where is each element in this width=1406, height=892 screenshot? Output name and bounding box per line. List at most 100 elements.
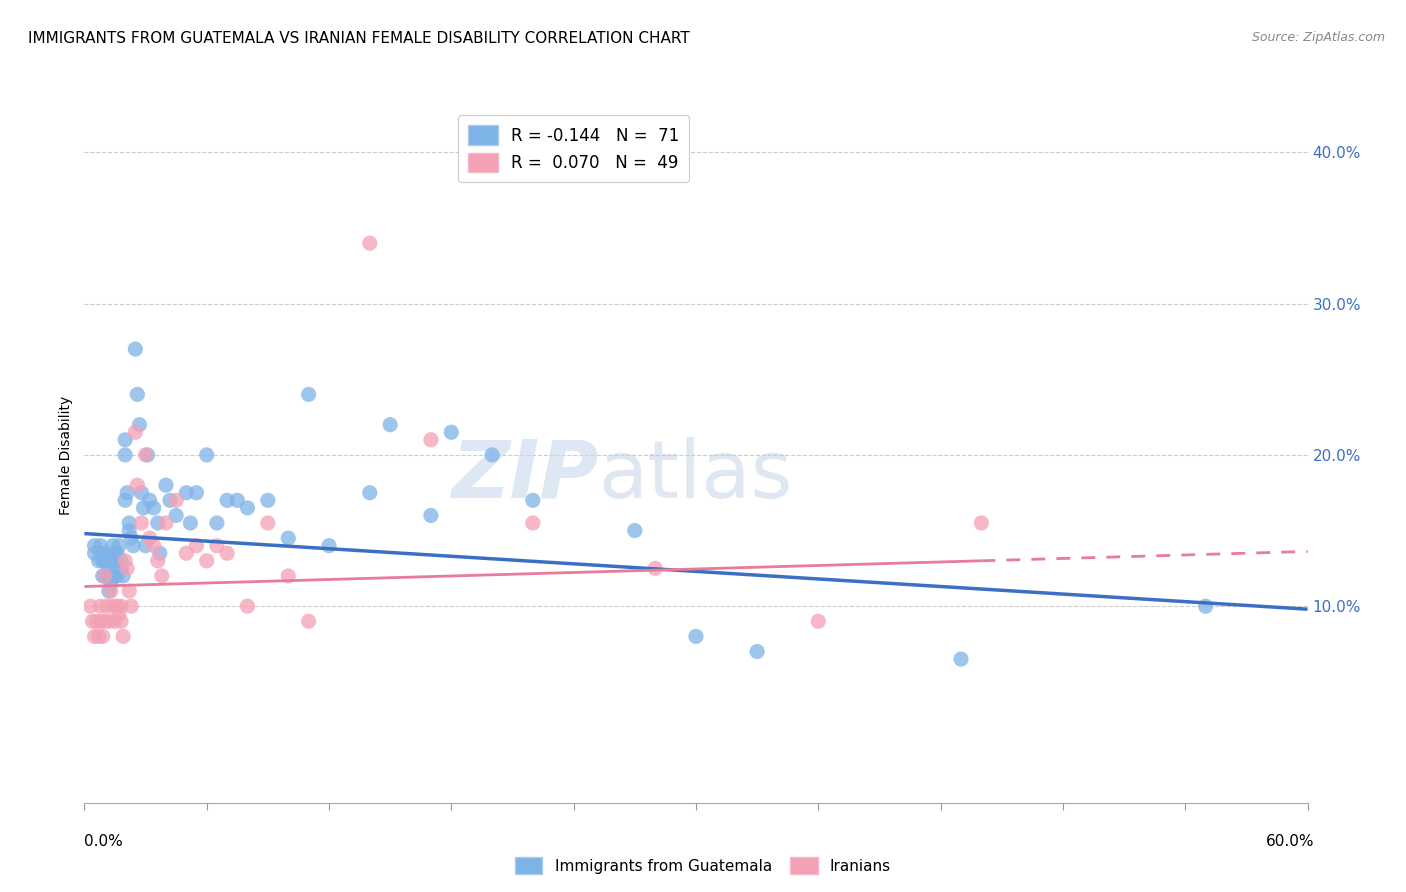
Point: [90, 546, 112, 560]
Point: [155, 478, 177, 492]
Point: [277, 531, 299, 545]
Point: [135, 448, 157, 462]
Point: [205, 516, 228, 530]
Point: [685, 629, 707, 643]
Point: [114, 448, 136, 462]
Point: [257, 493, 280, 508]
Point: [298, 387, 321, 401]
Point: [104, 546, 127, 560]
Point: [236, 500, 259, 515]
Point: [104, 554, 127, 568]
Text: IMMIGRANTS FROM GUATEMALA VS IRANIAN FEMALE DISABILITY CORRELATION CHART: IMMIGRANTS FROM GUATEMALA VS IRANIAN FEM…: [28, 31, 690, 46]
Point: [138, 531, 160, 545]
Point: [118, 516, 141, 530]
Point: [93, 615, 117, 629]
Point: [115, 561, 138, 575]
Point: [91, 629, 114, 643]
Point: [104, 615, 127, 629]
Point: [110, 554, 132, 568]
Point: [186, 539, 208, 553]
Point: [257, 516, 280, 530]
Point: [79, 599, 101, 614]
Point: [165, 508, 187, 523]
Point: [87, 554, 110, 568]
Point: [195, 448, 218, 462]
Point: [83, 539, 105, 553]
Point: [91, 569, 114, 583]
Point: [100, 576, 122, 591]
Point: [277, 569, 299, 583]
Point: [91, 554, 114, 568]
Point: [82, 615, 104, 629]
Point: [146, 554, 169, 568]
Point: [83, 546, 105, 560]
Point: [124, 425, 146, 440]
Point: [159, 493, 181, 508]
Point: [97, 584, 120, 599]
Point: [807, 615, 830, 629]
Point: [128, 417, 150, 432]
Point: [747, 644, 769, 658]
Point: [93, 554, 117, 568]
Point: [359, 236, 381, 251]
Point: [380, 417, 402, 432]
Point: [105, 569, 128, 583]
Point: [108, 607, 131, 621]
Point: [101, 599, 124, 614]
Point: [105, 546, 128, 560]
Text: ZIP: ZIP: [451, 437, 598, 515]
Point: [205, 539, 228, 553]
Point: [87, 629, 110, 643]
Point: [101, 569, 124, 583]
Point: [100, 584, 122, 599]
Point: [359, 485, 381, 500]
Point: [108, 539, 131, 553]
Point: [217, 493, 239, 508]
Point: [110, 615, 132, 629]
Point: [112, 569, 135, 583]
Point: [127, 478, 149, 492]
Point: [150, 569, 173, 583]
Point: [131, 485, 153, 500]
Point: [90, 599, 112, 614]
Point: [186, 485, 208, 500]
Point: [481, 448, 503, 462]
Point: [522, 493, 544, 508]
Point: [114, 554, 136, 568]
Point: [118, 584, 141, 599]
Point: [1195, 599, 1218, 614]
Point: [155, 516, 177, 530]
Point: [114, 433, 136, 447]
Point: [83, 629, 105, 643]
Point: [100, 554, 122, 568]
Point: [165, 493, 187, 508]
Point: [146, 516, 169, 530]
Point: [142, 500, 165, 515]
Point: [236, 599, 259, 614]
Point: [90, 539, 112, 553]
Point: [136, 448, 159, 462]
Point: [118, 524, 141, 538]
Point: [420, 508, 443, 523]
Point: [318, 539, 340, 553]
Point: [644, 561, 666, 575]
Point: [101, 539, 124, 553]
Point: [127, 387, 149, 401]
Point: [120, 599, 142, 614]
Point: [176, 485, 198, 500]
Point: [86, 615, 108, 629]
Point: [131, 516, 153, 530]
Point: [149, 546, 172, 560]
Legend: R = -0.144   N =  71, R =  0.070   N =  49: R = -0.144 N = 71, R = 0.070 N = 49: [458, 115, 689, 182]
Point: [970, 516, 993, 530]
Point: [115, 485, 138, 500]
Point: [132, 500, 155, 515]
Point: [179, 516, 201, 530]
Point: [624, 524, 647, 538]
Point: [226, 493, 249, 508]
Legend: Immigrants from Guatemala, Iranians: Immigrants from Guatemala, Iranians: [509, 851, 897, 880]
Y-axis label: Female Disability: Female Disability: [59, 395, 73, 515]
Point: [522, 516, 544, 530]
Point: [138, 493, 160, 508]
Point: [135, 539, 157, 553]
